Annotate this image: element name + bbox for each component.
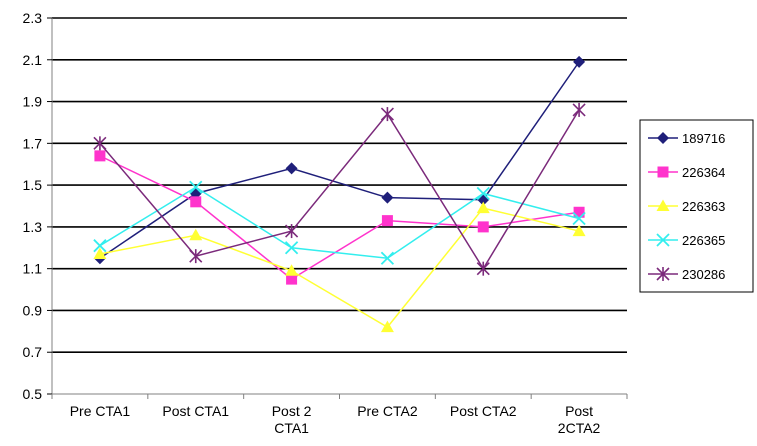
legend-label: 226365	[682, 233, 725, 248]
series-line	[99, 155, 580, 281]
data-point	[380, 320, 394, 333]
series-line	[99, 109, 580, 271]
y-tick-label: 1.5	[23, 177, 43, 193]
legend-marker	[657, 132, 669, 144]
data-point	[573, 206, 585, 218]
data-point	[93, 239, 107, 253]
x-tick-label: Pre CTA2	[357, 403, 418, 419]
x-tick-label: Post CTA2	[450, 403, 517, 419]
data-point	[189, 249, 203, 264]
data-point	[93, 136, 107, 151]
data-point	[380, 251, 395, 265]
data-point	[189, 180, 203, 194]
x-axis-ticks: Pre CTA1 Post CTA1 Post 2 CTA1 Pre CTA2 Post …	[51, 394, 628, 436]
y-tick-label: 0.9	[23, 302, 43, 318]
data-point	[476, 186, 490, 201]
data-point	[381, 215, 393, 227]
x-tick-label: Post 2 CTA1	[272, 403, 312, 436]
data-point	[285, 264, 299, 276]
legend-item-226365: 226365	[648, 233, 725, 248]
y-axis-ticks: 0.5 0.7 0.9 1.1 1.3 1.5 1.7 1.9 2.1 2.3	[23, 10, 52, 402]
x-tick-label: Post 2CTA2	[558, 403, 601, 436]
legend-label: 226364	[682, 165, 725, 180]
data-point	[572, 211, 586, 226]
x-tick-label: Post CTA1	[162, 403, 229, 419]
data-point	[476, 201, 490, 214]
legend-marker	[656, 199, 670, 211]
legend: 189716 226364 226363 226365 230286	[639, 119, 754, 293]
series-line	[99, 207, 580, 329]
x-tick-label: Pre CTA1	[70, 403, 131, 419]
legend-label: 230286	[682, 267, 725, 282]
legend-marker	[656, 267, 670, 281]
data-point	[572, 224, 586, 237]
legend-marker	[656, 233, 670, 247]
series-226365	[93, 180, 586, 265]
series-230286	[93, 102, 586, 276]
y-tick-label: 1.7	[23, 135, 43, 151]
series-line	[99, 186, 580, 259]
data-point	[380, 107, 394, 122]
y-tick-label: 0.7	[23, 344, 43, 360]
series-group	[93, 55, 586, 333]
data-point	[190, 196, 202, 208]
legend-label: 189716	[682, 131, 725, 146]
y-tick-label: 1.3	[23, 219, 43, 235]
legend-item-230286: 230286	[648, 267, 725, 282]
y-tick-label: 2.3	[23, 10, 43, 26]
data-point	[284, 241, 299, 255]
data-point	[286, 273, 298, 285]
legend-marker	[657, 166, 669, 178]
data-point	[476, 261, 490, 276]
data-point	[189, 228, 203, 241]
data-point	[94, 150, 106, 162]
data-point	[285, 162, 298, 175]
y-tick-label: 2.1	[23, 52, 43, 68]
data-point	[285, 224, 299, 239]
data-point	[573, 55, 586, 68]
gridlines	[51, 17, 627, 395]
legend-item-226363: 226363	[648, 199, 725, 214]
y-tick-label: 0.5	[23, 386, 43, 402]
legend-item-226364: 226364	[648, 165, 725, 180]
series-189716	[93, 55, 586, 265]
data-point	[477, 221, 489, 233]
data-point	[381, 191, 394, 204]
series-226364	[94, 150, 585, 285]
y-tick-label: 1.9	[23, 94, 43, 110]
data-point	[572, 102, 586, 117]
series-line	[99, 61, 580, 259]
legend-label: 226363	[682, 199, 725, 214]
legend-item-189716: 189716	[648, 131, 725, 146]
data-point	[93, 247, 107, 260]
y-tick-label: 1.1	[23, 261, 43, 277]
